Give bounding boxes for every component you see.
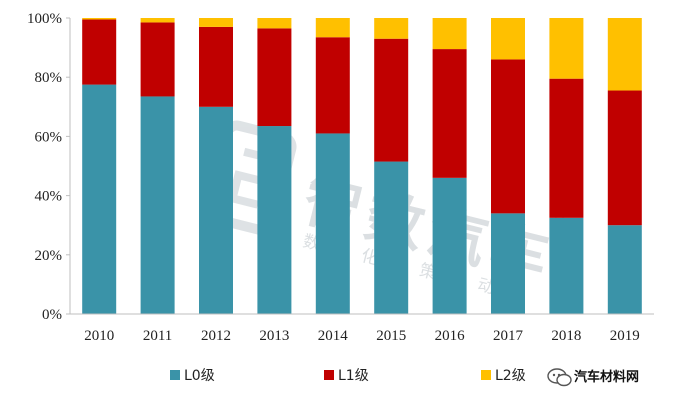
bar-l0-2014: [315, 133, 350, 314]
bar-l0-2010: [82, 84, 117, 314]
y-tick-label: 20%: [35, 248, 63, 264]
x-tick-label: 2015: [376, 328, 406, 344]
bar-l1-2014: [315, 37, 350, 134]
wechat-icon: [547, 368, 572, 387]
legend-label: L1级: [338, 368, 369, 384]
bar-l2-2011: [140, 18, 175, 23]
bar-l0-2013: [257, 126, 292, 314]
bar-l0-2016: [432, 177, 467, 314]
bar-l2-2015: [374, 18, 409, 39]
bar-l0-2017: [491, 213, 525, 314]
bar-l2-2013: [257, 18, 292, 29]
x-tick-label: 2012: [201, 328, 231, 344]
legend: L0级 L1级 L2级: [170, 368, 526, 384]
bar-l1-2016: [432, 49, 467, 178]
bar-l2-2010: [82, 18, 117, 20]
bar-l2-2018: [549, 18, 584, 79]
bar-l0-2015: [374, 161, 409, 314]
bar-l1-2012: [199, 26, 233, 107]
bar-l0-2019: [607, 225, 642, 314]
legend-swatch: [170, 370, 180, 380]
y-tick-label: 60%: [35, 129, 63, 145]
x-tick-label: 2017: [493, 328, 524, 344]
x-tick-label: 2014: [318, 328, 349, 344]
y-tick-label: 80%: [35, 70, 63, 86]
x-tick-label: 2013: [259, 328, 289, 344]
y-tick-label: 40%: [35, 189, 63, 205]
legend-swatch: [324, 370, 334, 380]
x-tick-label: 2010: [84, 328, 114, 344]
bar-l2-2016: [432, 18, 467, 50]
legend-label: L2级: [495, 368, 526, 384]
x-tick-label: 2011: [143, 328, 172, 344]
x-tick-label: 2018: [551, 328, 581, 344]
bar-l1-2015: [374, 38, 409, 162]
bar-l2-2012: [199, 18, 233, 27]
bar-l0-2011: [140, 96, 175, 314]
x-tick-label: 2019: [610, 328, 640, 344]
legend-swatch: [481, 370, 491, 380]
bar-l1-2013: [257, 28, 292, 127]
bar-l0-2012: [199, 106, 233, 314]
bar-l0-2018: [549, 217, 584, 314]
credit: 汽车材料网: [547, 368, 639, 387]
bar-l1-2017: [491, 59, 525, 214]
bar-l1-2010: [82, 19, 117, 85]
bar-l2-2017: [491, 18, 525, 60]
bar-l2-2014: [315, 18, 350, 38]
legend-label: L0级: [184, 368, 215, 384]
bar-l1-2019: [607, 90, 642, 226]
y-tick-label: 0%: [42, 307, 62, 323]
x-tick-label: 2016: [435, 328, 466, 344]
credit-text: 汽车材料网: [574, 369, 639, 385]
y-tick-label: 100%: [27, 11, 62, 27]
bar-l1-2018: [549, 78, 584, 218]
plot-area: 0% 20% 40% 60% 80% 100% 2010 2011 2012 2013 2014 20…: [27, 11, 654, 344]
bar-l1-2011: [140, 22, 175, 97]
bar-l2-2019: [607, 18, 642, 91]
